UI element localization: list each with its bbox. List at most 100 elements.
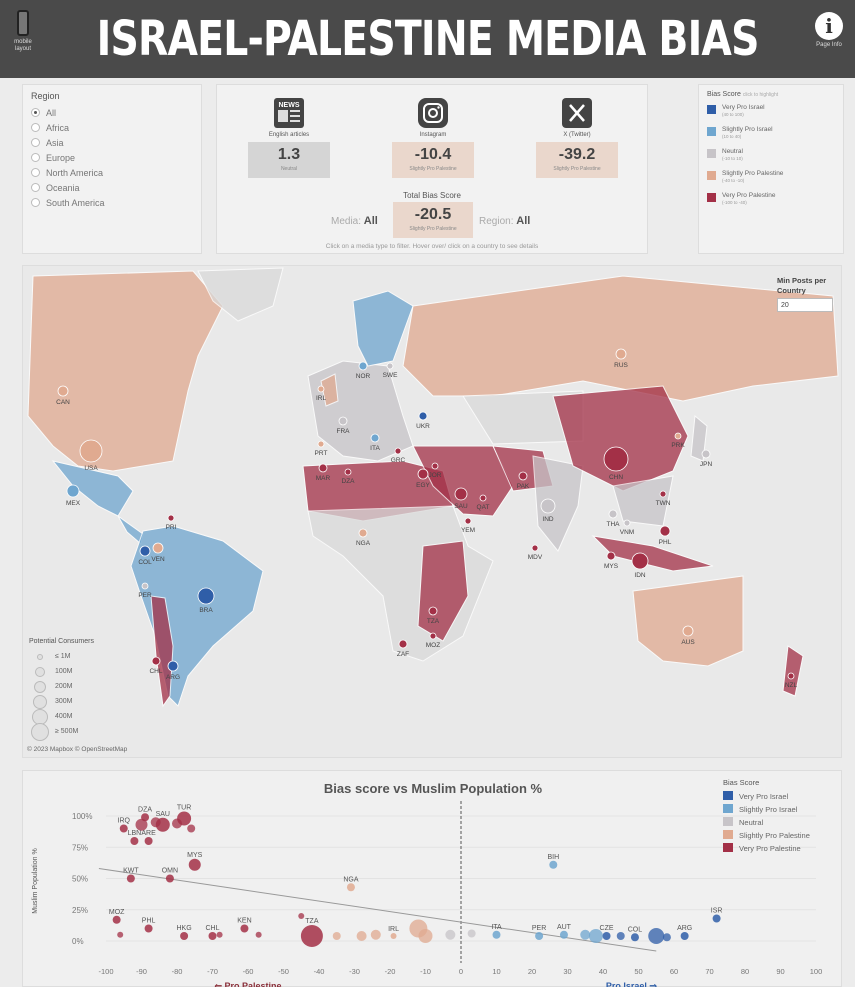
data-point[interactable] bbox=[662, 933, 671, 942]
country-bubble-mar[interactable] bbox=[318, 463, 328, 473]
scandinavia-shape[interactable] bbox=[352, 290, 414, 367]
country-bubble-chl[interactable] bbox=[151, 656, 161, 666]
china-shape[interactable] bbox=[552, 385, 689, 492]
country-bubble-twn[interactable] bbox=[659, 490, 667, 498]
data-point-col[interactable] bbox=[630, 933, 639, 942]
country-bubble-sau[interactable] bbox=[454, 487, 468, 501]
data-point-arg[interactable] bbox=[680, 932, 689, 940]
country-bubble-ven[interactable] bbox=[152, 542, 164, 554]
country-bubble-nzl[interactable] bbox=[787, 672, 795, 680]
data-point[interactable] bbox=[356, 931, 367, 941]
data-point-lbn[interactable] bbox=[130, 837, 139, 845]
chile-shape[interactable] bbox=[150, 595, 174, 708]
data-point[interactable] bbox=[332, 932, 341, 940]
country-bubble-rus[interactable] bbox=[615, 348, 627, 360]
scatter-chart[interactable]: Bias score vs Muslim Population % Muslim … bbox=[23, 771, 843, 987]
data-point-chl[interactable] bbox=[208, 932, 217, 940]
page-info-button[interactable]: i Page Info bbox=[811, 12, 847, 49]
data-point-ken[interactable] bbox=[240, 924, 249, 933]
country-bubble-yem[interactable] bbox=[464, 517, 472, 525]
country-bubble-mdv[interactable] bbox=[531, 544, 539, 552]
country-bubble-can[interactable] bbox=[57, 385, 69, 397]
data-point-tza[interactable] bbox=[300, 925, 323, 947]
data-point-irq[interactable] bbox=[119, 824, 128, 833]
country-bubble-usa[interactable] bbox=[79, 439, 103, 463]
country-bubble-tha[interactable] bbox=[608, 509, 618, 519]
country-bubble-mex[interactable] bbox=[66, 484, 80, 498]
country-bubble-qat[interactable] bbox=[479, 494, 487, 502]
australia-shape[interactable] bbox=[632, 575, 744, 667]
region-option-north-america[interactable]: North America bbox=[31, 165, 193, 180]
data-point-dza[interactable] bbox=[141, 813, 150, 822]
country-bubble-ind[interactable] bbox=[540, 498, 556, 514]
data-point[interactable] bbox=[445, 929, 456, 940]
country-bubble-col[interactable] bbox=[139, 545, 151, 557]
country-bubble-phl[interactable] bbox=[659, 525, 671, 537]
country-bubble-dza[interactable] bbox=[344, 468, 352, 476]
country-bubble-moz[interactable] bbox=[429, 632, 437, 640]
country-bubble-fra[interactable] bbox=[338, 416, 348, 426]
data-point-mys[interactable] bbox=[188, 858, 201, 871]
east-africa-shape[interactable] bbox=[417, 540, 469, 642]
new-zealand-shape[interactable] bbox=[782, 645, 804, 697]
country-bubble-prk[interactable] bbox=[674, 432, 682, 440]
country-bubble-arg[interactable] bbox=[167, 660, 179, 672]
media-card-english-articles[interactable]: NEWS English articles 1.3 Neutral bbox=[247, 97, 331, 178]
country-bubble-idn[interactable] bbox=[631, 552, 649, 570]
legend-item-neutral[interactable]: Neutral (-10 to 10) bbox=[707, 148, 835, 162]
region-option-asia[interactable]: Asia bbox=[31, 135, 193, 150]
data-point[interactable] bbox=[255, 931, 262, 938]
country-bubble-prt[interactable] bbox=[317, 440, 325, 448]
data-point-omn[interactable] bbox=[165, 874, 174, 883]
uk-shape[interactable] bbox=[320, 373, 339, 407]
legend-item-very-pro-palestine[interactable]: Very Pro Palestine (-100 to -40) bbox=[707, 192, 835, 206]
data-point[interactable] bbox=[117, 931, 124, 938]
data-point[interactable] bbox=[135, 818, 148, 831]
country-bubble-nga[interactable] bbox=[358, 528, 368, 538]
data-point-are[interactable] bbox=[144, 837, 153, 845]
data-point[interactable] bbox=[648, 928, 665, 944]
country-bubble-ita[interactable] bbox=[370, 433, 380, 443]
data-point-sau[interactable] bbox=[155, 817, 170, 832]
country-bubble-irl[interactable] bbox=[317, 385, 325, 393]
country-bubble-mys[interactable] bbox=[606, 551, 616, 561]
data-point-irl[interactable] bbox=[390, 933, 397, 939]
min-posts-input[interactable]: 20 bbox=[777, 298, 833, 312]
data-point[interactable] bbox=[616, 932, 625, 940]
country-bubble-nor[interactable] bbox=[358, 361, 368, 371]
data-point-kwt[interactable] bbox=[126, 874, 135, 883]
data-point-isr[interactable] bbox=[712, 914, 721, 923]
country-bubble-vnm[interactable] bbox=[623, 519, 631, 527]
country-bubble-pri[interactable] bbox=[167, 514, 175, 522]
region-option-africa[interactable]: Africa bbox=[31, 120, 193, 135]
greenland-shape[interactable] bbox=[197, 267, 284, 322]
country-bubble-jpn[interactable] bbox=[701, 449, 711, 459]
country-bubble-zaf[interactable] bbox=[398, 639, 408, 649]
media-card-instagram[interactable]: Instagram -10.4 Slightly Pro Palestine bbox=[391, 97, 475, 178]
country-bubble-tza[interactable] bbox=[428, 606, 438, 616]
country-bubble-egy[interactable] bbox=[417, 468, 429, 480]
world-map[interactable]: CAN USA MEX PRI VEN COL PER BRA CHL ARG NOR SWE IRL F… bbox=[22, 265, 842, 758]
data-point-phl[interactable] bbox=[144, 924, 153, 933]
legend-item-very-pro-israel[interactable]: Very Pro Israel (40 to 100) bbox=[707, 104, 835, 118]
region-option-south-america[interactable]: South America bbox=[31, 195, 193, 210]
data-point[interactable] bbox=[467, 929, 476, 938]
region-option-all[interactable]: All bbox=[31, 105, 193, 120]
legend-item-slightly-pro-palestine[interactable]: Slightly Pro Palestine (-40 to -10) bbox=[707, 170, 835, 184]
data-point-hkg[interactable] bbox=[180, 932, 189, 940]
data-point-ita[interactable] bbox=[492, 930, 501, 939]
country-bubble-pak[interactable] bbox=[518, 471, 528, 481]
data-point[interactable] bbox=[298, 913, 305, 919]
region-option-oceania[interactable]: Oceania bbox=[31, 180, 193, 195]
data-point[interactable] bbox=[580, 929, 591, 940]
data-point-cze[interactable] bbox=[602, 932, 611, 940]
data-point[interactable] bbox=[418, 929, 433, 943]
data-point-nga[interactable] bbox=[346, 883, 355, 892]
japan-shape[interactable] bbox=[690, 415, 708, 462]
region-option-europe[interactable]: Europe bbox=[31, 150, 193, 165]
mobile-layout-button[interactable]: mobile layout bbox=[8, 10, 38, 53]
data-point-aut[interactable] bbox=[559, 930, 568, 939]
country-bubble-grc[interactable] bbox=[394, 447, 402, 455]
data-point[interactable] bbox=[588, 929, 603, 943]
